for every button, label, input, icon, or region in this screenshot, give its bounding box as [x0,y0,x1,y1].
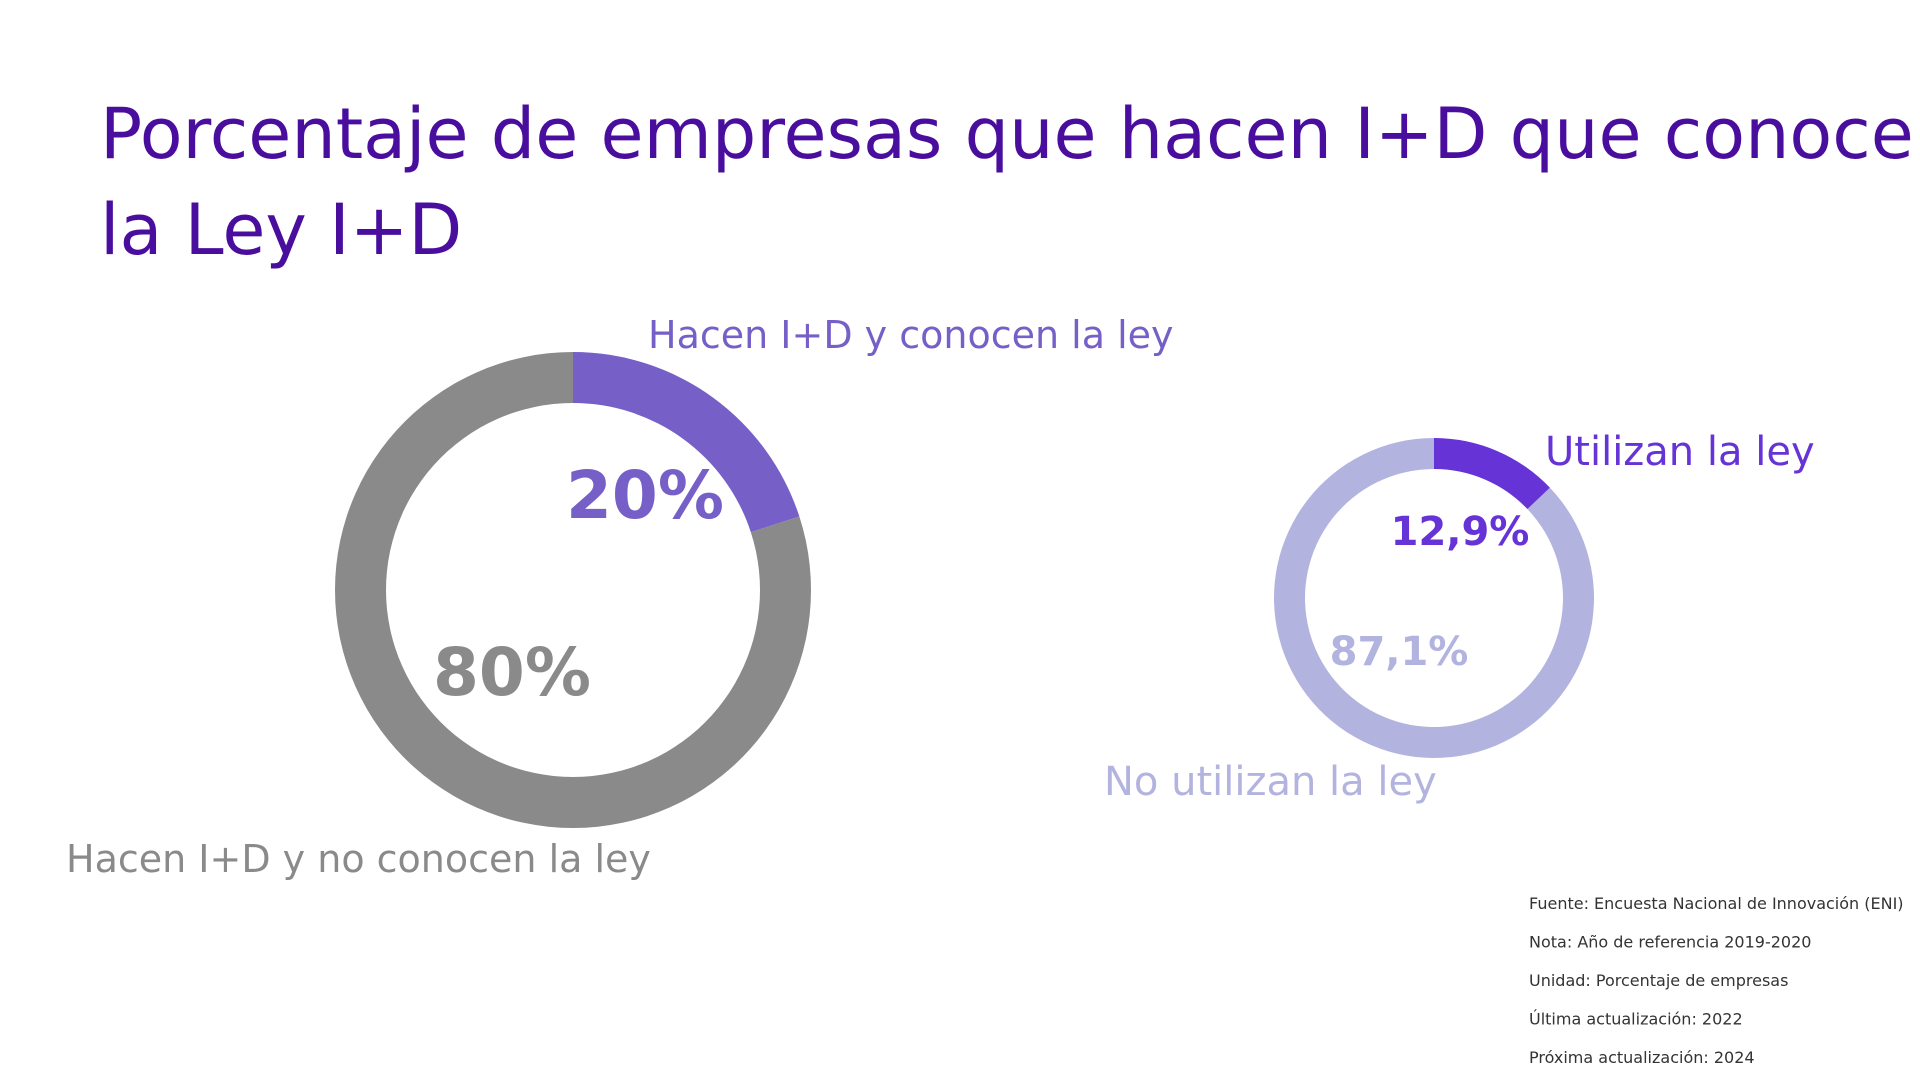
footnote: Última actualización: 2022 [1529,1010,1743,1029]
footnote: Fuente: Encuesta Nacional de Innovación … [1529,894,1904,913]
category-label: Hacen I+D y conocen la ley [648,313,1174,357]
donut-segment [1434,438,1550,510]
value-label: 12,9% [1391,509,1530,555]
footnote: Próxima actualización: 2024 [1529,1048,1755,1067]
category-label: Utilizan la ley [1545,429,1815,475]
title: Porcentaje de empresas que hacen I+D que… [100,93,1920,271]
footnote: Nota: Año de referencia 2019-2020 [1529,933,1811,952]
value-label: 20% [566,457,724,534]
donut-segment [573,352,800,533]
value-label: 87,1% [1330,629,1469,675]
category-label: No utilizan la ley [1104,759,1437,805]
footnote: Unidad: Porcentaje de empresas [1529,971,1788,990]
value-label: 80% [433,634,591,711]
category-label: Hacen I+D y no conocen la ley [66,837,651,881]
